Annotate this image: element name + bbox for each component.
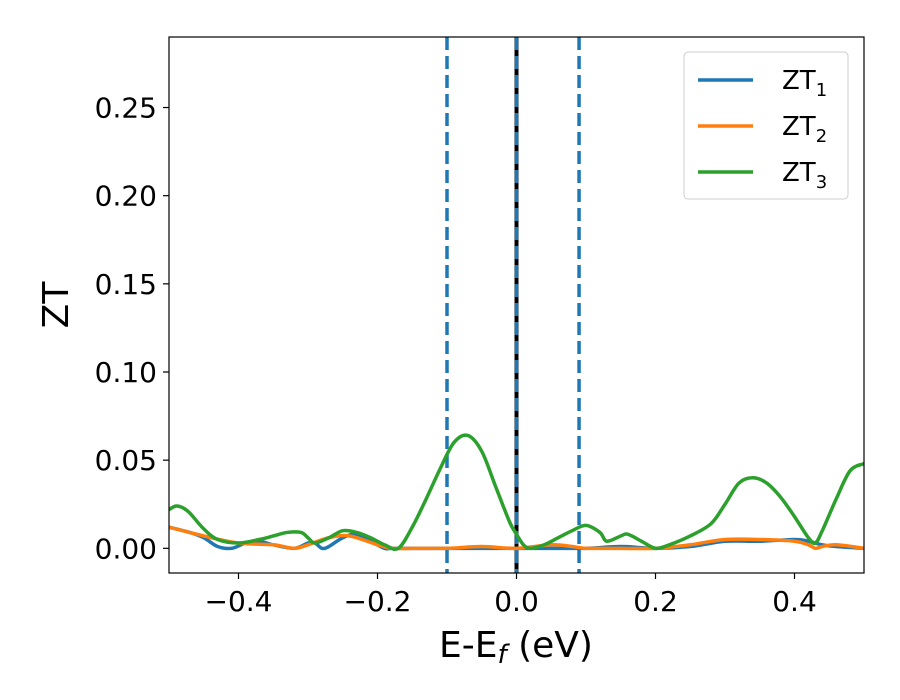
legend-label-zt2: ZT2 [782, 112, 827, 147]
x-axis-label: E-Ef (eV) [439, 625, 593, 670]
x-axis-label-main: E-E [439, 625, 497, 666]
y-tick-label: 0.10 [95, 356, 157, 389]
x-tick-label: 0.4 [772, 585, 817, 618]
x-tick-label: 0.0 [494, 585, 539, 618]
y-tick-label: 0.20 [95, 180, 157, 213]
y-tick-label: 0.00 [95, 532, 157, 565]
series-lines [169, 433, 864, 551]
x-axis-label-unit: (eV) [507, 625, 593, 666]
y-tick-label: 0.05 [95, 444, 157, 477]
x-axis-ticks: −0.4 −0.2 0.0 0.2 0.4 [205, 573, 817, 618]
series-line-zt3 [169, 433, 864, 551]
x-tick-label: −0.4 [205, 585, 273, 618]
vertical-reference-lines [445, 37, 581, 573]
legend-label-zt3: ZT3 [782, 158, 827, 193]
x-tick-label: −0.2 [344, 585, 412, 618]
y-axis-ticks: 0.00 0.05 0.10 0.15 0.20 0.25 [95, 92, 169, 565]
legend: ZT1 ZT2 ZT3 [683, 51, 849, 200]
y-tick-label: 0.15 [95, 268, 157, 301]
y-tick-label: 0.25 [95, 92, 157, 125]
legend-box [683, 51, 849, 200]
x-tick-label: 0.2 [633, 585, 678, 618]
y-axis-label: ZT [36, 281, 77, 329]
legend-label-zt1: ZT1 [782, 66, 827, 101]
